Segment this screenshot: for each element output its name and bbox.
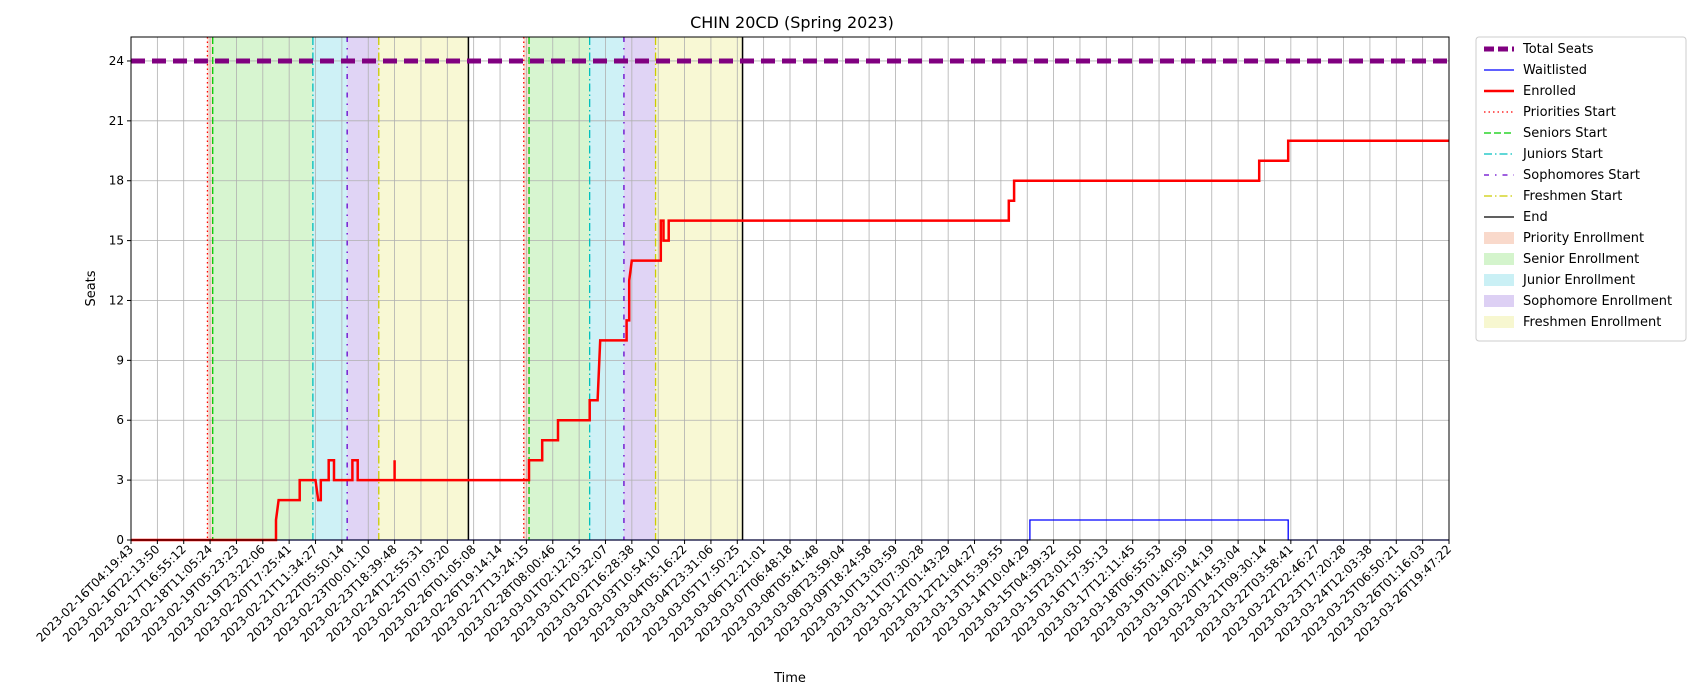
period-band-1-1 xyxy=(529,37,590,540)
x-axis-label: Time xyxy=(773,671,806,686)
legend: Total Seats Waitlisted Enrolled Priorities … xyxy=(1475,36,1687,342)
legend-swatch-11 xyxy=(1484,274,1514,286)
legend-swatch-12 xyxy=(1484,295,1514,307)
y-tick-label-0: 0 xyxy=(116,533,124,547)
legend-label-0: Total Seats xyxy=(1522,42,1594,57)
grid-lines xyxy=(130,37,1450,541)
y-axis-label: Seats xyxy=(84,270,99,306)
legend-label-3: Priorities Start xyxy=(1523,105,1616,120)
x-axis: 2023-02-16T04:19:432023-02-16T22:13:5020… xyxy=(34,540,1454,645)
legend-label-9: Priority Enrollment xyxy=(1523,231,1644,246)
y-tick-label-2: 6 xyxy=(116,413,124,427)
series-line-2 xyxy=(131,139,1449,542)
y-tick-label-6: 18 xyxy=(109,174,124,188)
legend-swatch-9 xyxy=(1484,232,1514,244)
legend-swatch-13 xyxy=(1484,316,1514,328)
enrollment-periods xyxy=(207,37,743,540)
chart-title: CHIN 20CD (Spring 2023) xyxy=(690,13,894,32)
y-tick-label-4: 12 xyxy=(109,293,124,307)
y-tick-label-1: 3 xyxy=(116,473,124,487)
legend-label-8: End xyxy=(1523,210,1548,225)
legend-label-2: Enrolled xyxy=(1523,84,1576,99)
y-tick-label-7: 21 xyxy=(109,114,124,128)
legend-label-1: Waitlisted xyxy=(1523,63,1587,78)
legend-swatch-10 xyxy=(1484,253,1514,265)
legend-label-11: Junior Enrollment xyxy=(1522,273,1635,288)
event-lines xyxy=(206,37,744,540)
y-tick-label-3: 9 xyxy=(116,353,124,367)
legend-label-4: Seniors Start xyxy=(1523,126,1607,141)
period-band-4-1 xyxy=(655,37,743,540)
period-band-4-0 xyxy=(378,37,469,540)
legend-label-5: Juniors Start xyxy=(1522,147,1603,162)
legend-label-6: Sophomores Start xyxy=(1523,168,1640,183)
legend-label-12: Sophomore Enrollment xyxy=(1523,294,1672,309)
legend-label-7: Freshmen Start xyxy=(1523,189,1622,204)
y-tick-label-5: 15 xyxy=(109,234,124,248)
y-axis: 0 3 6 9 12 15 18 21 24 xyxy=(109,54,131,547)
legend-label-13: Freshmen Enrollment xyxy=(1523,315,1661,330)
y-tick-label-8: 24 xyxy=(109,54,124,68)
period-band-2-1 xyxy=(589,37,624,540)
legend-label-10: Senior Enrollment xyxy=(1523,252,1639,267)
legend-box xyxy=(1475,36,1687,342)
